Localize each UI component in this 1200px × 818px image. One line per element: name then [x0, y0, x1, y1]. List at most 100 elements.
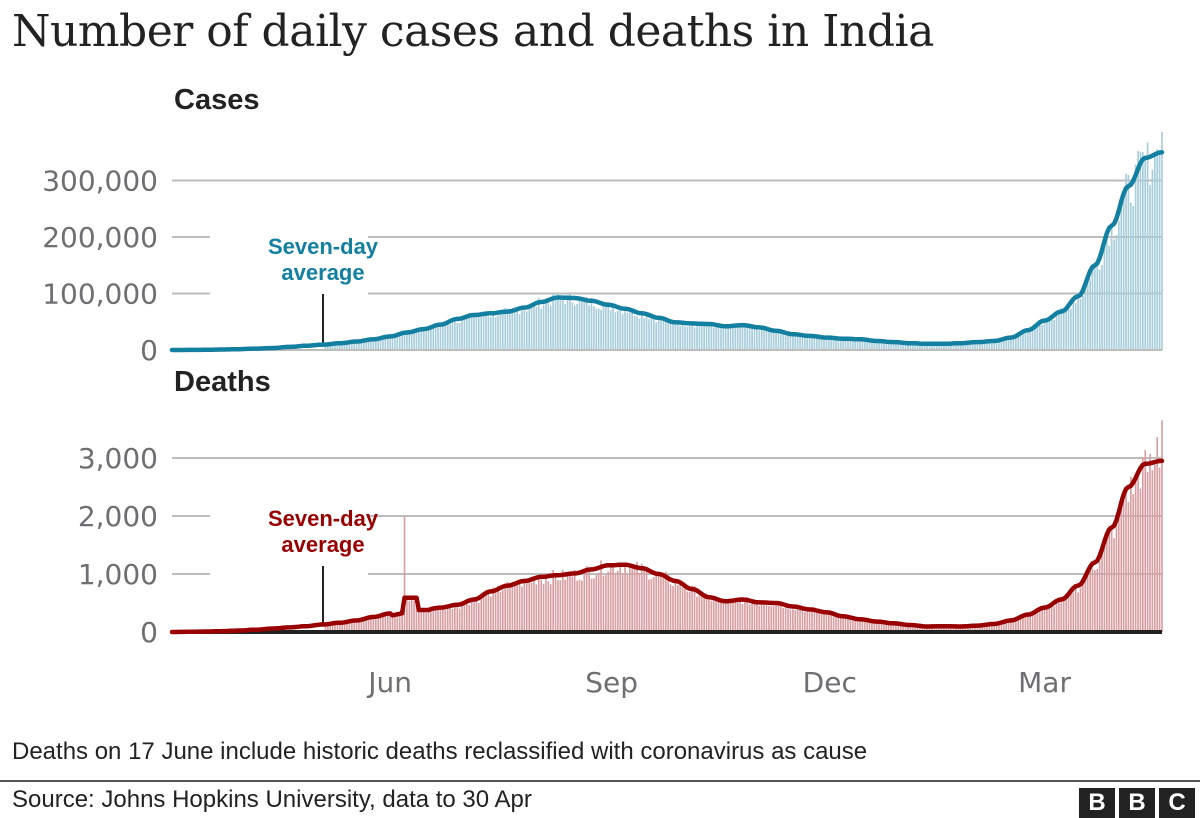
- deaths-bar: [830, 613, 833, 632]
- deaths-bar: [1151, 470, 1154, 632]
- cases-bar: [969, 342, 972, 350]
- bbc-logo: B B C: [1079, 788, 1195, 818]
- deaths-bar: [1103, 538, 1106, 632]
- deaths-bar: [1149, 453, 1151, 632]
- deaths-bar: [1041, 609, 1043, 632]
- cases-bar: [624, 311, 626, 350]
- deaths-bar: [528, 580, 531, 632]
- cases-bar: [1041, 324, 1043, 350]
- cases-bar: [897, 343, 900, 350]
- deaths-bar: [792, 609, 794, 632]
- deaths-bar: [497, 585, 499, 632]
- deaths-bar: [607, 571, 610, 632]
- deaths-bar: [396, 612, 399, 632]
- cases-bar: [655, 322, 658, 350]
- deaths-bar: [729, 599, 732, 632]
- cases-bar: [506, 308, 509, 350]
- deaths-seven-day-average-line: [169, 458, 1165, 635]
- deaths-bar: [348, 622, 351, 632]
- deaths-bar: [362, 620, 365, 632]
- cases-bar: [418, 328, 420, 350]
- deaths-bar: [516, 585, 519, 632]
- cases-bar: [401, 335, 403, 350]
- deaths-bar: [374, 617, 377, 632]
- deaths-bar: [947, 626, 950, 632]
- deaths-bar: [638, 572, 641, 632]
- deaths-bar: [1014, 618, 1017, 632]
- cases-bar: [549, 305, 552, 350]
- cases-bar: [703, 324, 705, 350]
- x-tick-label: Sep: [585, 666, 638, 699]
- deaths-bar: [1120, 496, 1123, 632]
- cases-bar: [382, 339, 384, 350]
- cases-bar: [1115, 235, 1118, 350]
- deaths-bar: [964, 626, 967, 632]
- deaths-bar: [542, 583, 545, 632]
- deaths-bar: [1060, 596, 1063, 632]
- cases-bar: [696, 323, 698, 350]
- deaths-bar: [856, 619, 859, 632]
- cases-bar: [1074, 302, 1077, 350]
- cases-bar: [1010, 337, 1012, 350]
- cases-bar: [827, 338, 830, 350]
- cases-bar: [420, 330, 423, 350]
- cases-bar: [1098, 269, 1101, 350]
- deaths-bar: [1034, 614, 1036, 632]
- cases-bar: [530, 304, 533, 350]
- deaths-bar: [686, 591, 689, 632]
- deaths-bar: [978, 626, 981, 632]
- cases-bar: [698, 324, 701, 350]
- deaths-bar: [854, 618, 857, 632]
- cases-bar: [887, 342, 890, 350]
- cases-bar: [609, 310, 612, 350]
- deaths-bar: [1091, 568, 1094, 632]
- cases-bar: [1072, 300, 1075, 350]
- deaths-bar: [398, 613, 401, 632]
- deaths-panel-title: Deaths: [174, 366, 271, 398]
- deaths-bar: [923, 626, 926, 632]
- deaths-bar: [552, 570, 554, 632]
- y-tick-label: 0: [140, 334, 158, 367]
- deaths-bar: [473, 600, 475, 632]
- deaths-bar: [787, 608, 789, 632]
- cases-bar: [1122, 190, 1125, 350]
- cases-bar: [425, 331, 427, 350]
- cases-bar: [1134, 164, 1137, 350]
- cases-bar: [547, 302, 550, 350]
- cases-bar: [1089, 278, 1091, 350]
- deaths-bar: [796, 607, 799, 632]
- deaths-bar: [974, 626, 976, 632]
- cases-bar: [501, 309, 504, 350]
- deaths-bar: [509, 584, 511, 632]
- deaths-bar: [919, 625, 921, 632]
- deaths-bar: [676, 585, 679, 632]
- deaths-bar: [928, 626, 931, 632]
- deaths-bar: [1132, 494, 1135, 632]
- cases-bar: [588, 305, 590, 350]
- cases-bar: [657, 316, 660, 350]
- deaths-bar: [662, 572, 665, 632]
- cases-bar: [1101, 264, 1103, 350]
- cases-bar: [583, 298, 586, 350]
- cases-bar: [629, 312, 631, 350]
- cases-bar: [444, 322, 447, 350]
- deaths-bar: [422, 608, 425, 632]
- deaths-bar: [585, 565, 588, 632]
- deaths-bar: [1024, 614, 1027, 632]
- cases-bar: [830, 337, 833, 350]
- deaths-bar: [1055, 600, 1058, 632]
- cases-bar: [957, 343, 960, 350]
- deaths-bar: [916, 625, 919, 632]
- cases-bar: [1127, 174, 1130, 350]
- cases-bar: [461, 319, 463, 350]
- deaths-bar: [461, 604, 463, 632]
- deaths-bar: [1022, 617, 1024, 632]
- deaths-bar: [1048, 604, 1051, 632]
- deaths-bar: [887, 622, 890, 632]
- deaths-bar: [331, 624, 334, 632]
- cases-bar: [1103, 244, 1106, 350]
- deaths-bar: [600, 560, 602, 632]
- cases-bar: [916, 344, 919, 350]
- cases-bar: [871, 341, 873, 350]
- deaths-bar: [967, 625, 969, 632]
